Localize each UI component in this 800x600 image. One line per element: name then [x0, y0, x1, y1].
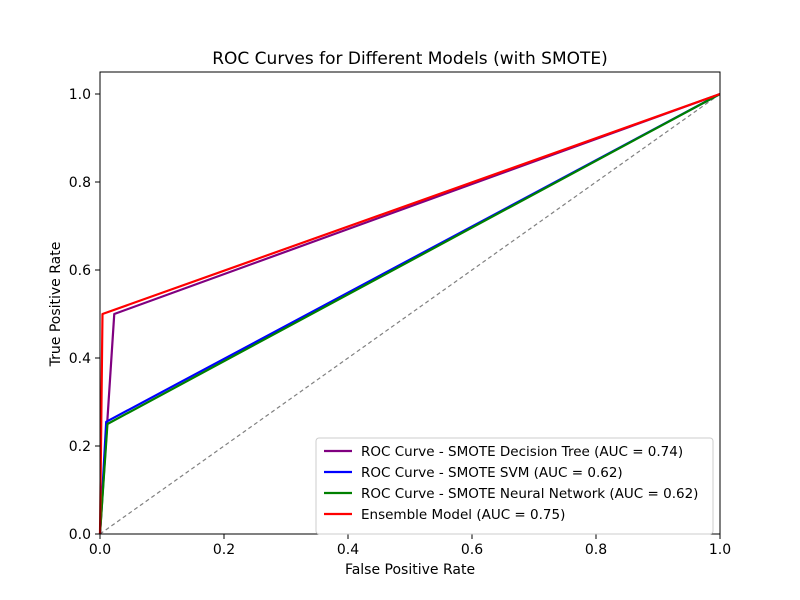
legend-label: ROC Curve - SMOTE SVM (AUC = 0.62) — [361, 465, 623, 481]
legend-label: Ensemble Model (AUC = 0.75) — [361, 507, 565, 523]
x-tick-label: 0.0 — [89, 542, 111, 558]
x-axis-label: False Positive Rate — [345, 562, 475, 578]
legend-label: ROC Curve - SMOTE Decision Tree (AUC = 0… — [361, 444, 683, 460]
x-tick-label: 1.0 — [709, 542, 731, 558]
y-tick-label: 0.4 — [69, 351, 91, 367]
x-tick-label: 0.2 — [213, 542, 235, 558]
series-line-3 — [98, 93, 721, 535]
x-tick-label: 0.6 — [461, 542, 483, 558]
chart-title: ROC Curves for Different Models (with SM… — [212, 49, 608, 69]
y-tick-label: 0.2 — [69, 439, 91, 455]
legend-box — [315, 437, 714, 535]
legend: ROC Curve - SMOTE Decision Tree (AUC = 0… — [315, 437, 714, 535]
x-tick-label: 0.4 — [337, 542, 359, 558]
y-tick-label: 1.0 — [69, 87, 91, 103]
legend-label: ROC Curve - SMOTE Neural Network (AUC = … — [361, 486, 698, 502]
plot-area: 0.0 0.2 0.4 0.6 0.8 1.0 0.0 0.2 0.4 0.6 0.8 1.0 — [69, 71, 731, 558]
reference-diagonal-line — [99, 93, 721, 535]
y-tick-label: 0.8 — [69, 175, 91, 191]
x-tick-label: 0.8 — [585, 542, 607, 558]
y-axis-label: True Positive Rate — [48, 242, 64, 368]
series-line-4 — [98, 92, 721, 535]
y-tick-label: 0.0 — [69, 527, 91, 543]
y-tick-label: 0.6 — [69, 263, 91, 279]
